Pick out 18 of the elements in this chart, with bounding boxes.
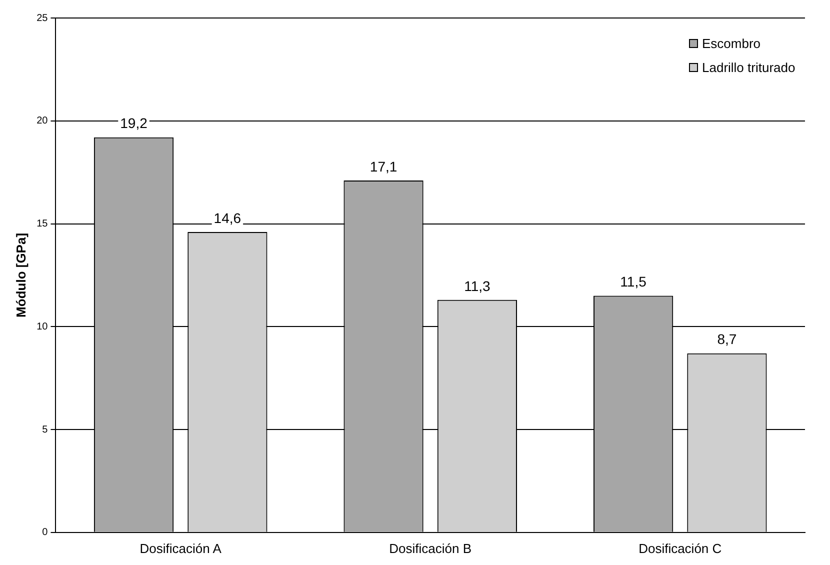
- y-tick-label: 5: [42, 424, 48, 436]
- data-label: 14,6: [214, 210, 242, 226]
- data-label: 11,5: [620, 274, 647, 290]
- y-tick-label: 10: [36, 321, 48, 332]
- y-axis-title: Módulo [GPa]: [13, 232, 28, 318]
- x-tick-label: Dosificación A: [140, 540, 222, 556]
- y-tick-label: 20: [36, 116, 48, 127]
- data-label: 11,3: [464, 278, 491, 294]
- y-tick-label: 25: [36, 12, 48, 24]
- data-label: 8,7: [717, 331, 737, 348]
- y-tick-label: 15: [36, 218, 48, 230]
- data-label: 17,1: [370, 158, 398, 174]
- x-tick-label: Dosificación B: [389, 540, 472, 556]
- x-tick-label: Dosificación C: [638, 540, 722, 556]
- legend-label: Ladrillo triturado: [702, 60, 796, 75]
- data-label: 19,2: [120, 115, 148, 132]
- y-tick-label: 0: [42, 527, 48, 538]
- legend-label: Escombro: [702, 36, 761, 51]
